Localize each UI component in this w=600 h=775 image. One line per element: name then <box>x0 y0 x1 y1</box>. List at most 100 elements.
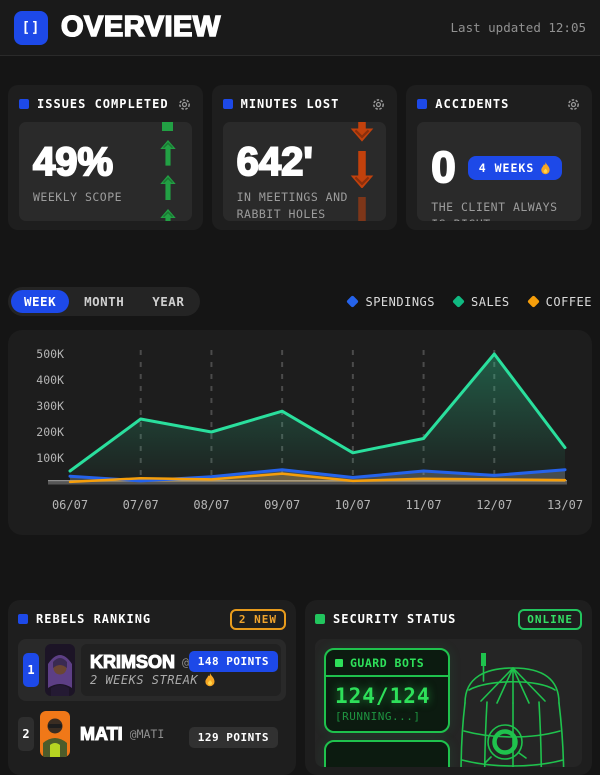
tab-year[interactable]: YEAR <box>139 290 197 313</box>
legend-item-spendings[interactable]: SPENDINGS <box>346 294 436 309</box>
svg-text:300K: 300K <box>36 399 64 413</box>
diamond-icon <box>526 295 540 308</box>
area-chart: 100K 200K 300K 400K 500K 06/07 07/07 08/07 09/07… <box>8 330 592 535</box>
bottom-row: REBELS RANKING 2 NEW 1 KRIMSON <box>8 600 592 775</box>
guard-bots-status: [RUNNING...] <box>335 710 421 723</box>
tab-week[interactable]: WEEK <box>11 290 70 313</box>
stat-panel: 642' IN MEETINGS AND RABBIT HOLES <box>222 122 387 221</box>
green-dot-icon <box>335 659 343 667</box>
new-count-badge: 2 NEW <box>229 608 286 630</box>
guard-bots-count: 124/124 <box>335 684 431 708</box>
app-header: [] OVERVIEW Last updated 12:05 <box>0 0 600 56</box>
stat-value-row: 0 4 WEEKS <box>430 143 567 192</box>
streak-text: 2 WEEKS STREAK <box>90 673 199 687</box>
security-title: SECURITY STATUS <box>333 612 457 626</box>
main-content: ISSUES COMPLETED 49% WEEKLY SCOPE MIN <box>0 85 600 775</box>
stat-value: 642' <box>236 140 314 184</box>
trend-up-arrows-icon <box>156 122 180 221</box>
svg-text:100K: 100K <box>36 451 64 465</box>
stat-value: 0 <box>430 143 457 192</box>
flame-icon <box>205 673 215 687</box>
stat-label: ACCIDENTS <box>435 97 510 111</box>
online-status-badge: ONLINE <box>518 608 582 630</box>
legend-label: SALES <box>471 294 510 309</box>
ranking-row-2[interactable]: 2 MATI @MATI 129 POINTS <box>18 711 286 757</box>
card-header: REBELS RANKING 2 NEW <box>18 608 286 630</box>
ranking-title: REBELS RANKING <box>36 612 152 626</box>
blue-square-bullet-icon <box>19 99 29 109</box>
stats-row: ISSUES COMPLETED 49% WEEKLY SCOPE MIN <box>8 85 592 230</box>
player-name: KRIMSON <box>89 652 175 672</box>
stat-value: 49% <box>32 140 114 184</box>
avatar-mati <box>40 711 70 757</box>
secondary-status-box <box>324 740 450 767</box>
page-title: OVERVIEW <box>60 10 221 44</box>
stat-panel: 0 4 WEEKS THE CLIENT ALWAYS IS RIGHT <box>417 122 581 221</box>
blue-square-bullet-icon <box>222 99 233 109</box>
ranking-row-1[interactable]: 1 KRIMSON @KRIMSON <box>18 639 286 701</box>
svg-text:12/07: 12/07 <box>476 498 512 512</box>
legend-label: COFFEE <box>545 294 592 309</box>
diamond-icon <box>452 295 465 308</box>
svg-text:500K: 500K <box>36 347 64 361</box>
chart-legend: SPENDINGS SALES COFFEE <box>346 294 592 309</box>
svg-text:09/07: 09/07 <box>264 498 300 512</box>
svg-text:200K: 200K <box>36 425 64 439</box>
settings-gear-icon[interactable] <box>566 97 581 112</box>
streak-line: 2 WEEKS STREAK <box>90 673 272 687</box>
last-updated-text: Last updated 12:05 <box>450 20 586 35</box>
points-badge: 129 POINTS <box>188 727 278 748</box>
card-header: ACCIDENTS <box>417 94 581 114</box>
app-logo[interactable]: [] <box>14 10 48 45</box>
svg-text:07/07: 07/07 <box>123 498 159 512</box>
svg-text:400K: 400K <box>36 373 64 387</box>
stat-panel: 49% WEEKLY SCOPE <box>19 122 192 221</box>
stat-subtitle: THE CLIENT ALWAYS IS RIGHT <box>431 200 558 221</box>
security-panel: GUARD BOTS 124/124 [RUNNING...] <box>315 639 582 767</box>
main-chart-card: 100K 200K 300K 400K 500K 06/07 07/07 08/07 09/07… <box>8 330 592 535</box>
stat-card-issues-completed: ISSUES COMPLETED 49% WEEKLY SCOPE <box>8 85 203 230</box>
guard-bots-box: GUARD BOTS 124/124 [RUNNING...] <box>324 648 450 733</box>
guard-robot-wireframe-icon <box>460 653 565 767</box>
svg-text:08/07: 08/07 <box>193 498 229 512</box>
blue-square-bullet-icon <box>18 614 28 624</box>
player-name: MATI <box>79 724 123 744</box>
points-badge: 148 POINTS <box>188 651 278 672</box>
svg-text:06/07: 06/07 <box>52 498 88 512</box>
rank-number: 1 <box>23 653 39 687</box>
flame-icon <box>541 161 550 174</box>
settings-gear-icon[interactable] <box>177 97 192 112</box>
tab-month[interactable]: MONTH <box>71 290 137 313</box>
stat-card-accidents: ACCIDENTS 0 4 WEEKS THE CLIENT ALWAYS IS… <box>406 85 592 230</box>
svg-text:11/07: 11/07 <box>406 498 442 512</box>
legend-item-sales[interactable]: SALES <box>452 294 510 309</box>
card-header: ISSUES COMPLETED <box>19 94 192 114</box>
stat-subtitle: WEEKLY SCOPE <box>33 190 123 204</box>
chart-controls: WEEK MONTH YEAR SPENDINGS SALES COFFEE <box>8 287 592 316</box>
guard-bots-label: GUARD BOTS <box>350 656 425 670</box>
logo-glyph: [] <box>21 19 41 36</box>
stat-label: ISSUES COMPLETED <box>37 97 169 111</box>
rank-number: 2 <box>18 717 34 751</box>
legend-item-coffee[interactable]: COFFEE <box>526 294 592 309</box>
streak-badge: 4 WEEKS <box>467 156 563 180</box>
rebels-ranking-card: REBELS RANKING 2 NEW 1 KRIMSON <box>8 600 296 775</box>
svg-text:13/07: 13/07 <box>547 498 583 512</box>
blue-square-bullet-icon <box>417 99 428 109</box>
stat-card-minutes-lost: MINUTES LOST 642' IN MEETINGS AND RABBIT… <box>211 85 398 230</box>
period-tab-group: WEEK MONTH YEAR <box>8 287 201 316</box>
security-status-card: SECURITY STATUS ONLINE GUARD BOTS 124/12… <box>305 600 592 775</box>
settings-gear-icon[interactable] <box>371 97 386 112</box>
svg-text:10/07: 10/07 <box>335 498 371 512</box>
legend-label: SPENDINGS <box>365 294 436 309</box>
avatar-krimson <box>45 644 75 696</box>
card-header: SECURITY STATUS ONLINE <box>315 608 582 630</box>
green-square-bullet-icon <box>315 614 325 624</box>
streak-badge-label: 4 WEEKS <box>478 161 535 175</box>
stat-subtitle: IN MEETINGS AND RABBIT HOLES <box>236 190 348 221</box>
trend-bar-icon <box>162 122 174 131</box>
guard-bots-header: GUARD BOTS <box>326 650 448 677</box>
stat-label: MINUTES LOST <box>240 97 340 111</box>
player-handle: @MATI <box>129 727 165 741</box>
